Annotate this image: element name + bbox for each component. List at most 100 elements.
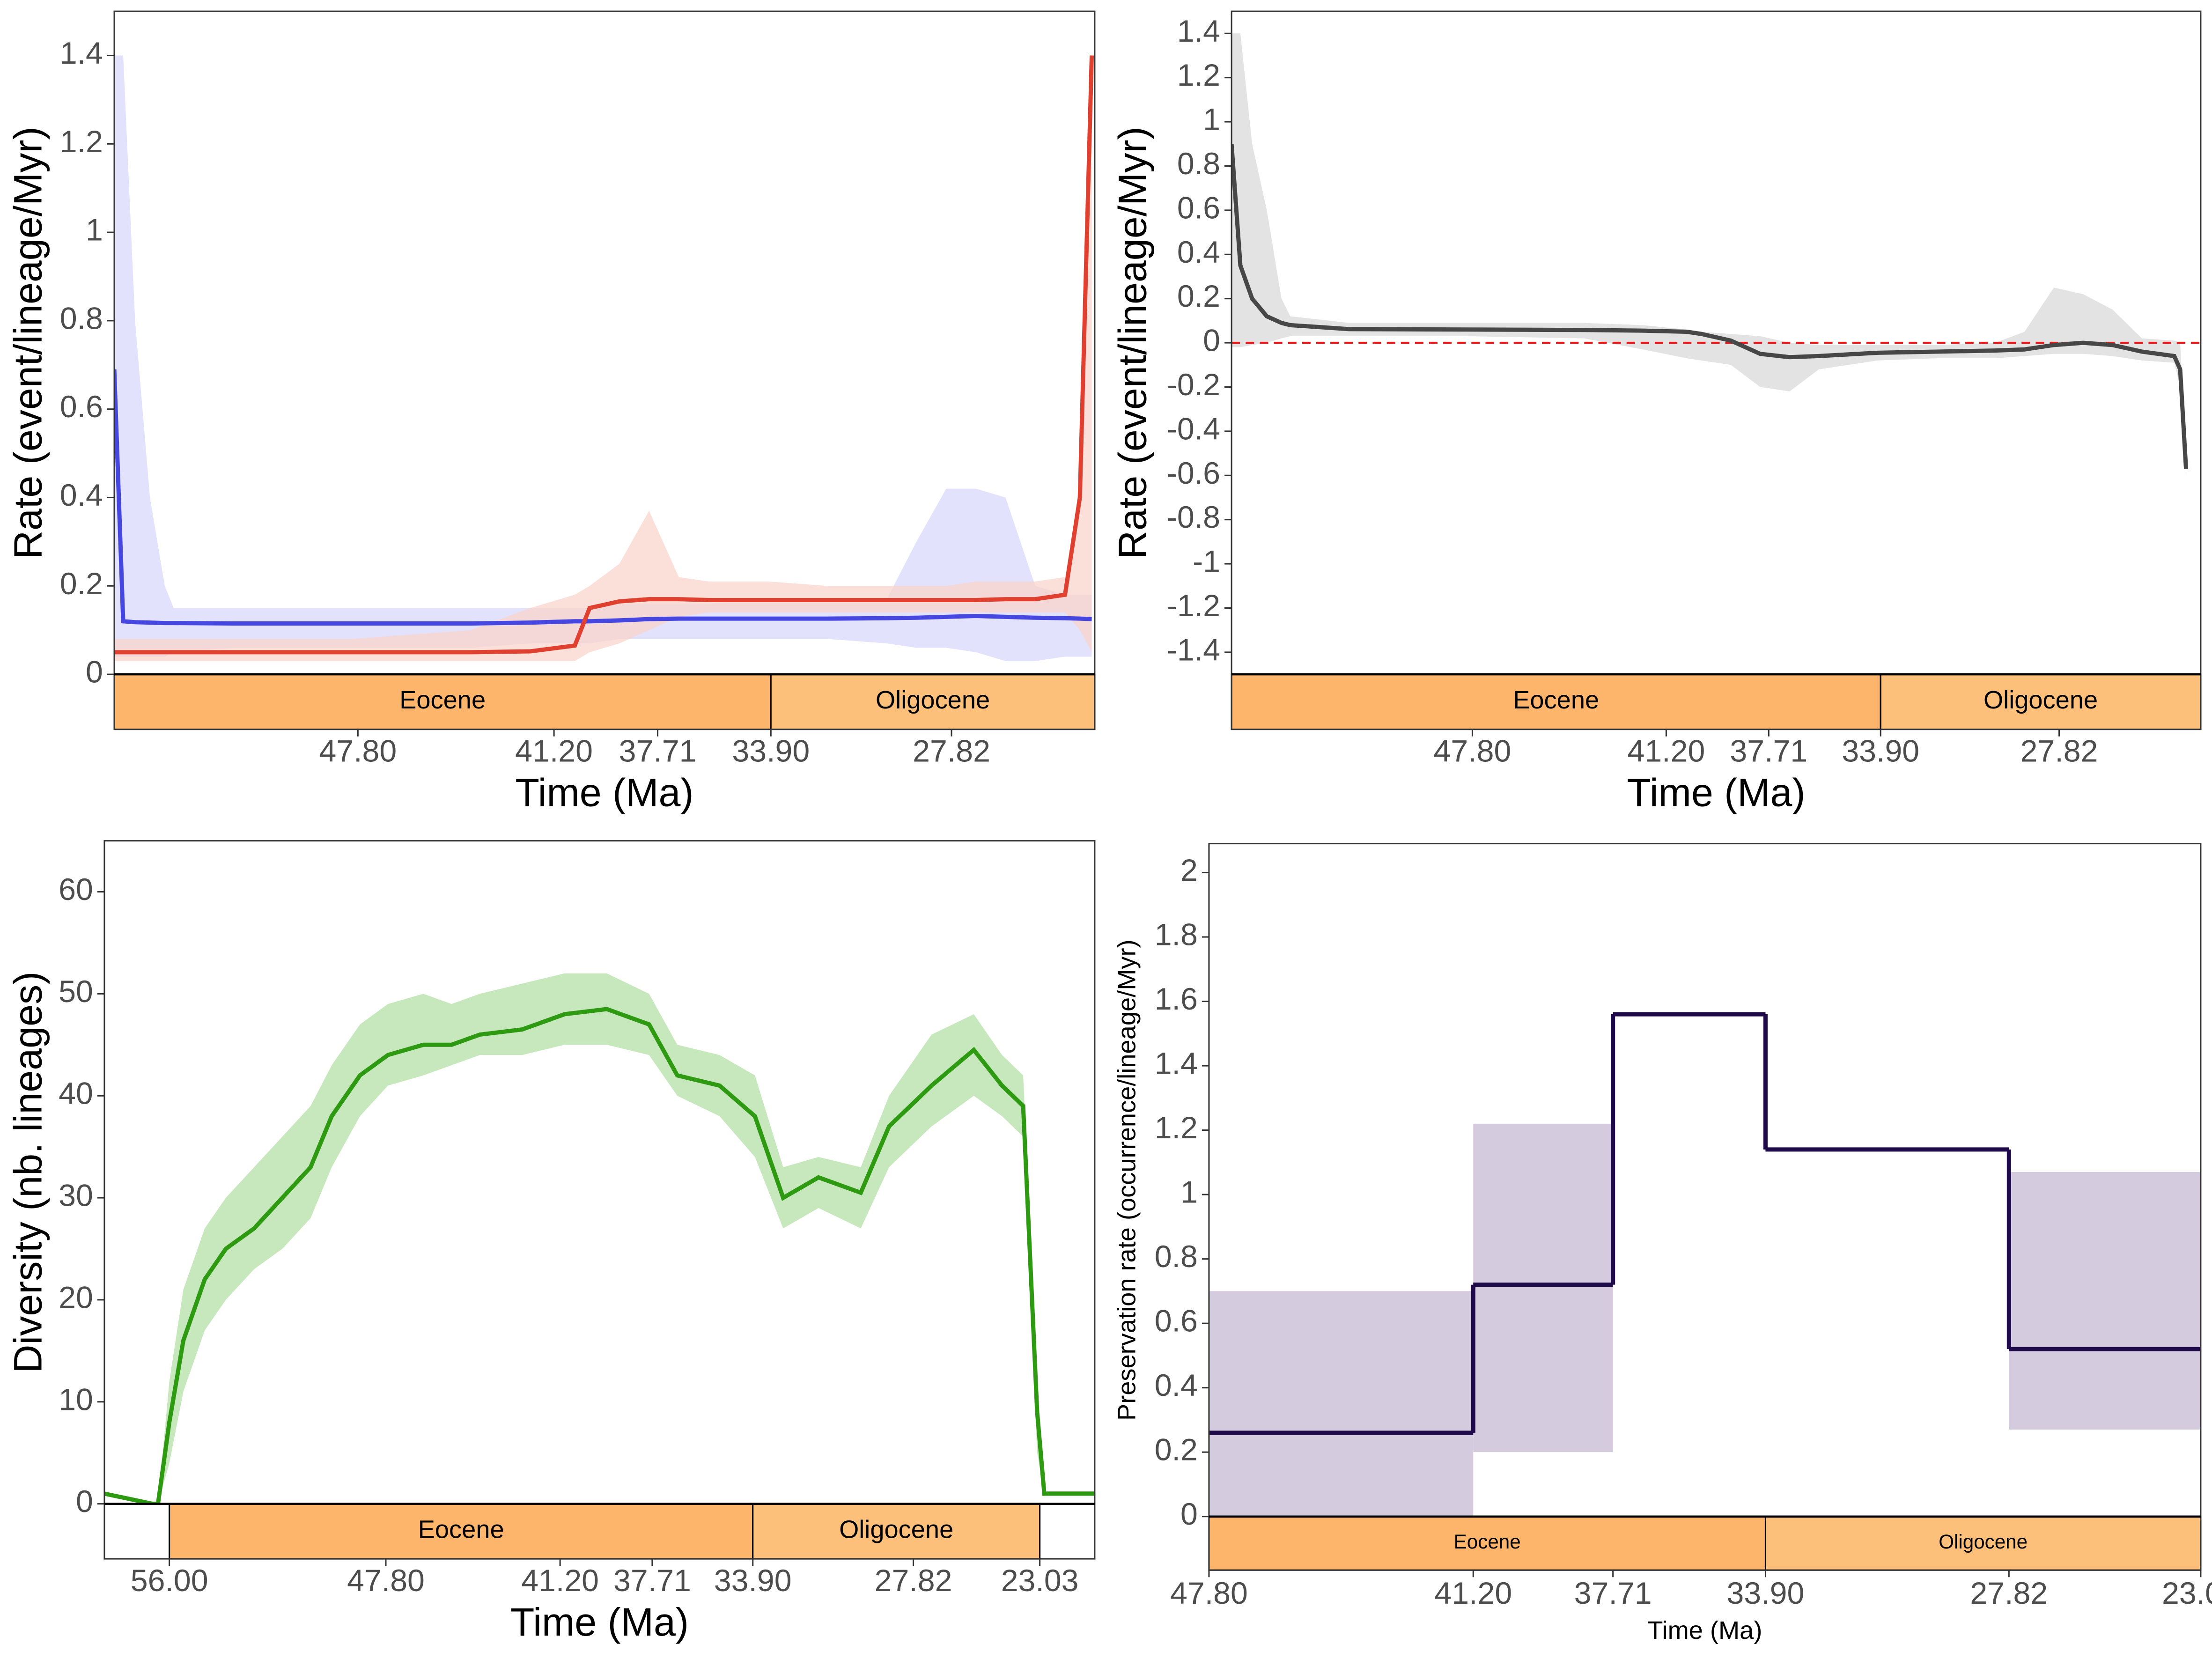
y-axis-title: Diversity (nb. lineages) — [6, 972, 50, 1373]
y-tick-label: 1.8 — [1155, 918, 1198, 952]
hpd-band — [104, 973, 1095, 1504]
x-tick-label: 47.80 — [347, 1563, 425, 1598]
epoch-label: Eocene — [399, 686, 486, 714]
y-tick-label: 0.4 — [1155, 1368, 1198, 1403]
y-tick-label: 0.4 — [1177, 235, 1220, 270]
mean-line — [114, 55, 1094, 655]
x-tick-label: 27.82 — [2020, 734, 2098, 768]
epoch-bar — [169, 1503, 754, 1560]
x-tick-label: 41.20 — [521, 1563, 599, 1598]
x-tick-label: 41.20 — [515, 734, 593, 768]
x-tick-label: 37.71 — [613, 1563, 691, 1598]
x-tick-label: 23.03 — [1001, 1563, 1079, 1598]
y-tick-label: 20 — [59, 1280, 93, 1315]
x-tick-label: 33.90 — [732, 734, 810, 768]
epoch-label: Oligocene — [876, 686, 990, 714]
y-tick-label: 1.6 — [1155, 982, 1198, 1017]
y-tick-label: 10 — [59, 1382, 93, 1417]
epoch-bar — [1880, 673, 2202, 730]
epoch-bar — [752, 1503, 1041, 1560]
y-tick-label: 1.4 — [60, 36, 103, 71]
x-tick-label: 27.82 — [1970, 1576, 2048, 1611]
y-tick-label: 30 — [59, 1179, 93, 1213]
x-tick-label: 56.00 — [131, 1563, 208, 1598]
y-tick-label: 40 — [59, 1077, 93, 1111]
x-tick-label: 37.71 — [1574, 1576, 1652, 1611]
mean-line — [104, 1007, 1095, 1504]
y-tick-label: 0 — [1180, 1497, 1198, 1532]
hpd-band — [1231, 33, 2186, 476]
epoch-bar — [113, 673, 772, 730]
x-axis-title: Time (Ma) — [1647, 1616, 1762, 1644]
mean-line — [1231, 143, 2189, 469]
y-tick-label: 1 — [1180, 1175, 1198, 1210]
x-tick-label: 33.90 — [714, 1563, 792, 1598]
plot-frame — [103, 840, 1096, 1560]
x-tick-label: 37.71 — [619, 734, 697, 768]
y-axis-title: Rate (event/lineage/Myr) — [1111, 126, 1155, 559]
y-tick-label: 1.2 — [1155, 1111, 1198, 1145]
y-tick-label: 0 — [86, 655, 103, 690]
y-tick-label: -1.2 — [1167, 589, 1220, 623]
y-tick-label: -0.8 — [1167, 500, 1220, 535]
epoch-label: Oligocene — [1939, 1531, 2028, 1553]
mean-line — [114, 369, 1092, 626]
y-tick-label: 0.2 — [1155, 1433, 1198, 1467]
x-axis-title: Time (Ma) — [515, 770, 693, 814]
y-tick-label: 0.2 — [1177, 279, 1220, 314]
hpd-band — [1473, 1123, 1613, 1453]
y-tick-label: 1.4 — [1177, 14, 1220, 49]
y-tick-label: 0 — [76, 1484, 93, 1519]
x-tick-label: 37.71 — [1730, 734, 1807, 768]
y-tick-label: -1.4 — [1167, 633, 1220, 667]
x-axis-title: Time (Ma) — [1627, 770, 1805, 814]
y-tick-label: 0 — [1203, 324, 1220, 358]
x-tick-label: 47.80 — [1434, 734, 1512, 768]
epoch-bar — [770, 673, 1096, 730]
hpd-band — [2009, 1172, 2201, 1430]
y-tick-label: 1.2 — [60, 125, 103, 159]
plot-frame — [1208, 843, 2202, 1571]
y-tick-label: 0.6 — [1155, 1304, 1198, 1339]
plot-frame — [1231, 10, 2202, 730]
hpd-band — [114, 55, 1092, 661]
x-axis-title: Time (Ma) — [510, 1600, 689, 1644]
epoch-label: Oligocene — [1983, 686, 2098, 714]
x-tick-label: 33.90 — [1842, 734, 1919, 768]
x-tick-label: 41.20 — [1627, 734, 1705, 768]
x-tick-label: 47.80 — [319, 734, 397, 768]
x-tick-label: 23.03 — [2162, 1576, 2212, 1611]
hpd-band — [1209, 1291, 1474, 1517]
y-tick-label: 0.8 — [1155, 1239, 1198, 1274]
x-tick-label: 27.82 — [875, 1563, 952, 1598]
y-tick-label: 0.8 — [1177, 147, 1220, 181]
epoch-label: Eocene — [1513, 686, 1599, 714]
y-tick-label: 60 — [59, 872, 93, 907]
y-tick-label: -1 — [1193, 545, 1220, 579]
x-tick-label: 33.90 — [1727, 1576, 1805, 1611]
y-axis-title: Preservation rate (occurrence/lineage/My… — [1113, 939, 1141, 1421]
y-tick-label: 50 — [59, 974, 93, 1009]
x-tick-label: 47.80 — [1170, 1576, 1248, 1611]
x-tick-label: 41.20 — [1434, 1576, 1512, 1611]
y-tick-label: -0.2 — [1167, 368, 1220, 402]
y-tick-label: 0.2 — [60, 567, 103, 601]
y-tick-label: 1.4 — [1155, 1047, 1198, 1081]
x-tick-label: 27.82 — [913, 734, 990, 768]
y-tick-label: 0.8 — [60, 301, 103, 336]
y-tick-label: 0.6 — [60, 390, 103, 424]
epoch-label: Oligocene — [839, 1516, 953, 1544]
y-tick-label: 0.6 — [1177, 191, 1220, 225]
y-tick-label: 0.4 — [60, 478, 103, 513]
y-tick-label: 1 — [86, 213, 103, 248]
y-tick-label: -0.6 — [1167, 456, 1220, 491]
plot-frame — [113, 10, 1096, 730]
y-axis-title: Rate (event/lineage/Myr) — [6, 126, 50, 559]
y-tick-label: 1.2 — [1177, 58, 1220, 93]
epoch-label: Eocene — [418, 1516, 504, 1544]
y-tick-label: -0.4 — [1167, 412, 1220, 446]
y-tick-label: 2 — [1180, 853, 1198, 888]
y-tick-label: 1 — [1203, 103, 1220, 137]
epoch-label: Eocene — [1454, 1531, 1521, 1553]
